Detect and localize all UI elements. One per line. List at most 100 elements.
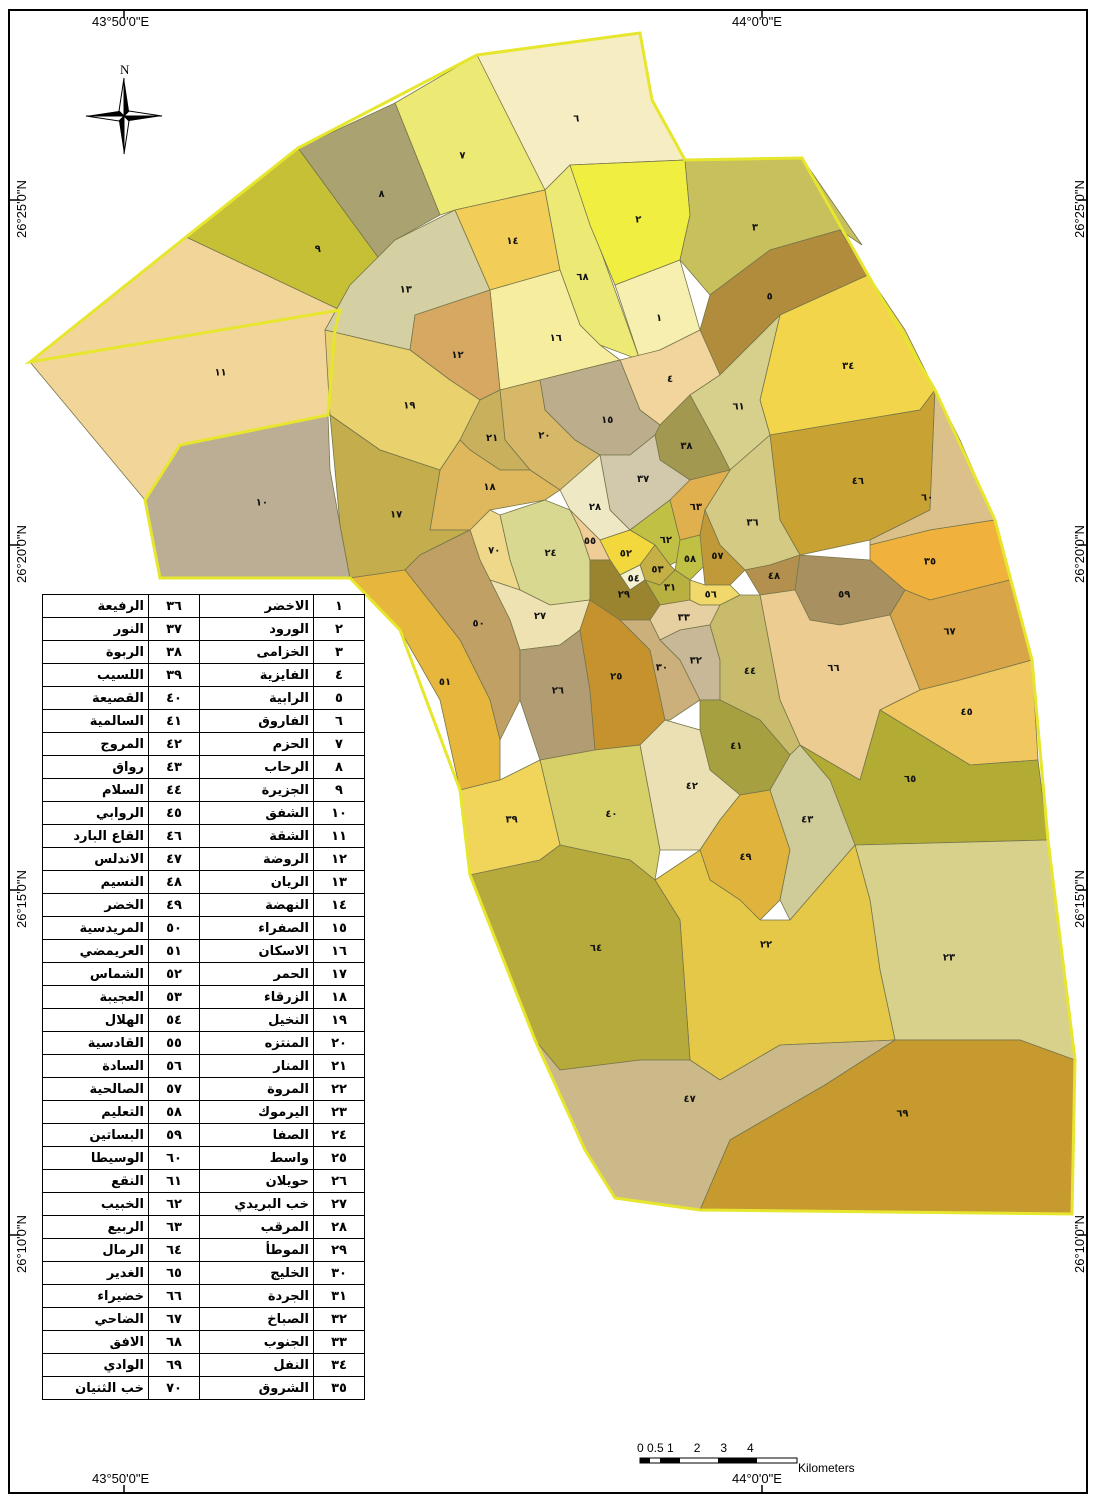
- legend-number: ١: [313, 594, 365, 618]
- district-label: ٤: [667, 374, 673, 385]
- legend-row: الصالحية ٥٧ المروة ٢٢: [42, 1077, 365, 1101]
- legend-district-name: الروابي: [42, 801, 149, 825]
- district-51[interactable]: [349, 569, 501, 791]
- legend-number: ٥٧: [148, 1077, 200, 1101]
- district-legend: الرفيعة ٣٦ الاخضر ١ النور ٣٧ الورود ٢ الربوة ٣٨ ال…: [42, 594, 365, 1400]
- legend-number: ٢٦: [313, 1169, 365, 1193]
- legend-district-name: الافق: [42, 1330, 149, 1354]
- legend-district-name: الربيع: [42, 1215, 149, 1239]
- legend-number: ١٠: [313, 801, 365, 825]
- legend-number: ٣١: [313, 1284, 365, 1308]
- legend-district-name: الرفيعة: [42, 594, 149, 618]
- legend-district-name: المريدسية: [42, 916, 149, 940]
- legend-number: ٣٨: [148, 640, 200, 664]
- legend-row: الوادي ٦٩ النفل ٣٤: [42, 1353, 365, 1377]
- coord-top-right: 44°0'0"E: [732, 14, 782, 29]
- district-label: ٣١: [664, 583, 676, 594]
- legend-number: ٤٦: [148, 824, 200, 848]
- legend-number: ٤٤: [148, 778, 200, 802]
- district-label: ٣٨: [680, 441, 692, 452]
- legend-row: السادة ٥٦ المنار ٢١: [42, 1054, 365, 1078]
- district-label: ٨: [379, 189, 385, 200]
- legend-district-name: اللسيب: [42, 663, 149, 687]
- legend-number: ١٨: [313, 985, 365, 1009]
- district-label: ٢٣: [943, 952, 955, 963]
- legend-number: ٢٣: [313, 1100, 365, 1124]
- district-label: ٢٦: [552, 685, 564, 696]
- coord-lat-15-left: 26°15'0"N: [14, 870, 29, 928]
- legend-number: ٦٠: [148, 1146, 200, 1170]
- legend-district-name: النخيل: [199, 1008, 314, 1032]
- legend-number: ٢٧: [313, 1192, 365, 1216]
- legend-number: ٦٢: [148, 1192, 200, 1216]
- legend-district-name: الشروق: [199, 1376, 314, 1400]
- district-label: ٢٥: [610, 672, 622, 683]
- legend-row: العريمضي ٥١ الاسكان ١٦: [42, 939, 365, 963]
- district-label: ١٣: [400, 285, 412, 296]
- coord-lat-25-left: 26°25'0"N: [14, 180, 29, 238]
- district-label: ٢٠: [538, 430, 550, 441]
- legend-district-name: حويلان: [199, 1169, 314, 1193]
- district-label: ٣٥: [924, 557, 936, 568]
- legend-number: ٤٨: [148, 870, 200, 894]
- district-label: ٦١: [732, 402, 744, 413]
- district-label: ٦٣: [690, 502, 702, 513]
- district-label: ٤٠: [605, 809, 617, 820]
- district-label: ٩: [315, 244, 321, 255]
- legend-number: ٤٠: [148, 686, 200, 710]
- legend-number: ٤٧: [148, 847, 200, 871]
- legend-district-name: الرابية: [199, 686, 314, 710]
- district-58[interactable]: [674, 534, 706, 581]
- north-label: N: [120, 62, 130, 77]
- legend-row: الافق ٦٨ الجنوب ٣٣: [42, 1330, 365, 1354]
- legend-number: ٢: [313, 617, 365, 641]
- legend-number: ٣٦: [148, 594, 200, 618]
- legend-number: ١٤: [313, 893, 365, 917]
- district-label: ٣٠: [656, 662, 668, 673]
- legend-number: ٦: [313, 709, 365, 733]
- legend-district-name: الشقة: [199, 824, 314, 848]
- legend-number: ٢٤: [313, 1123, 365, 1147]
- legend-row: الرمال ٦٤ الموطأ ٢٩: [42, 1238, 365, 1262]
- district-label: ٤٤: [744, 666, 756, 677]
- district-label: ٢٧: [534, 611, 546, 622]
- legend-district-name: الخضر: [42, 893, 149, 917]
- legend-district-name: السادة: [42, 1054, 149, 1078]
- legend-row: السلام ٤٤ الجزيرة ٩: [42, 778, 365, 802]
- legend-number: ٣٩: [148, 663, 200, 687]
- legend-number: ٤٢: [148, 732, 200, 756]
- legend-number: ١١: [313, 824, 365, 848]
- graticule-ticks: [10, 9, 1088, 1494]
- legend-district-name: التعليم: [42, 1100, 149, 1124]
- legend-row: النسيم ٤٨ الريان ١٣: [42, 870, 365, 894]
- legend-number: ٣٧: [148, 617, 200, 641]
- legend-row: خب الثنيان ٧٠ الشروق ٣٥: [42, 1376, 365, 1400]
- legend-district-name: الرمال: [42, 1238, 149, 1262]
- district-label: ٣: [752, 223, 758, 234]
- coord-bottom-right: 44°0'0"E: [732, 1471, 782, 1486]
- legend-number: ٣٠: [313, 1261, 365, 1285]
- legend-row: الرفيعة ٣٦ الاخضر ١: [42, 594, 365, 618]
- legend-district-name: الورود: [199, 617, 314, 641]
- legend-row: الهلال ٥٤ النخيل ١٩: [42, 1008, 365, 1032]
- legend-row: الغدير ٦٥ الخليج ٣٠: [42, 1261, 365, 1285]
- legend-number: ٢٢: [313, 1077, 365, 1101]
- district-label: ٥٤: [628, 574, 640, 585]
- coord-lat-25-right: 26°25'0"N: [1072, 180, 1087, 238]
- compass-rose-icon: [85, 77, 163, 155]
- district-65[interactable]: [799, 709, 1049, 846]
- legend-row: رواق ٤٣ الرحاب ٨: [42, 755, 365, 779]
- district-label: ٤٢: [686, 781, 698, 792]
- district-label: ٦٦: [827, 663, 839, 674]
- legend-district-name: القاع البارد: [42, 824, 149, 848]
- legend-district-name: المنار: [199, 1054, 314, 1078]
- legend-number: ٥٠: [148, 916, 200, 940]
- legend-district-name: الغدير: [42, 1261, 149, 1285]
- legend-district-name: السلام: [42, 778, 149, 802]
- legend-row: الربوة ٣٨ الخزامى ٣: [42, 640, 365, 664]
- district-label: ٥٨: [684, 554, 696, 565]
- legend-number: ٢٥: [313, 1146, 365, 1170]
- legend-district-name: الصالحية: [42, 1077, 149, 1101]
- legend-number: ٢١: [313, 1054, 365, 1078]
